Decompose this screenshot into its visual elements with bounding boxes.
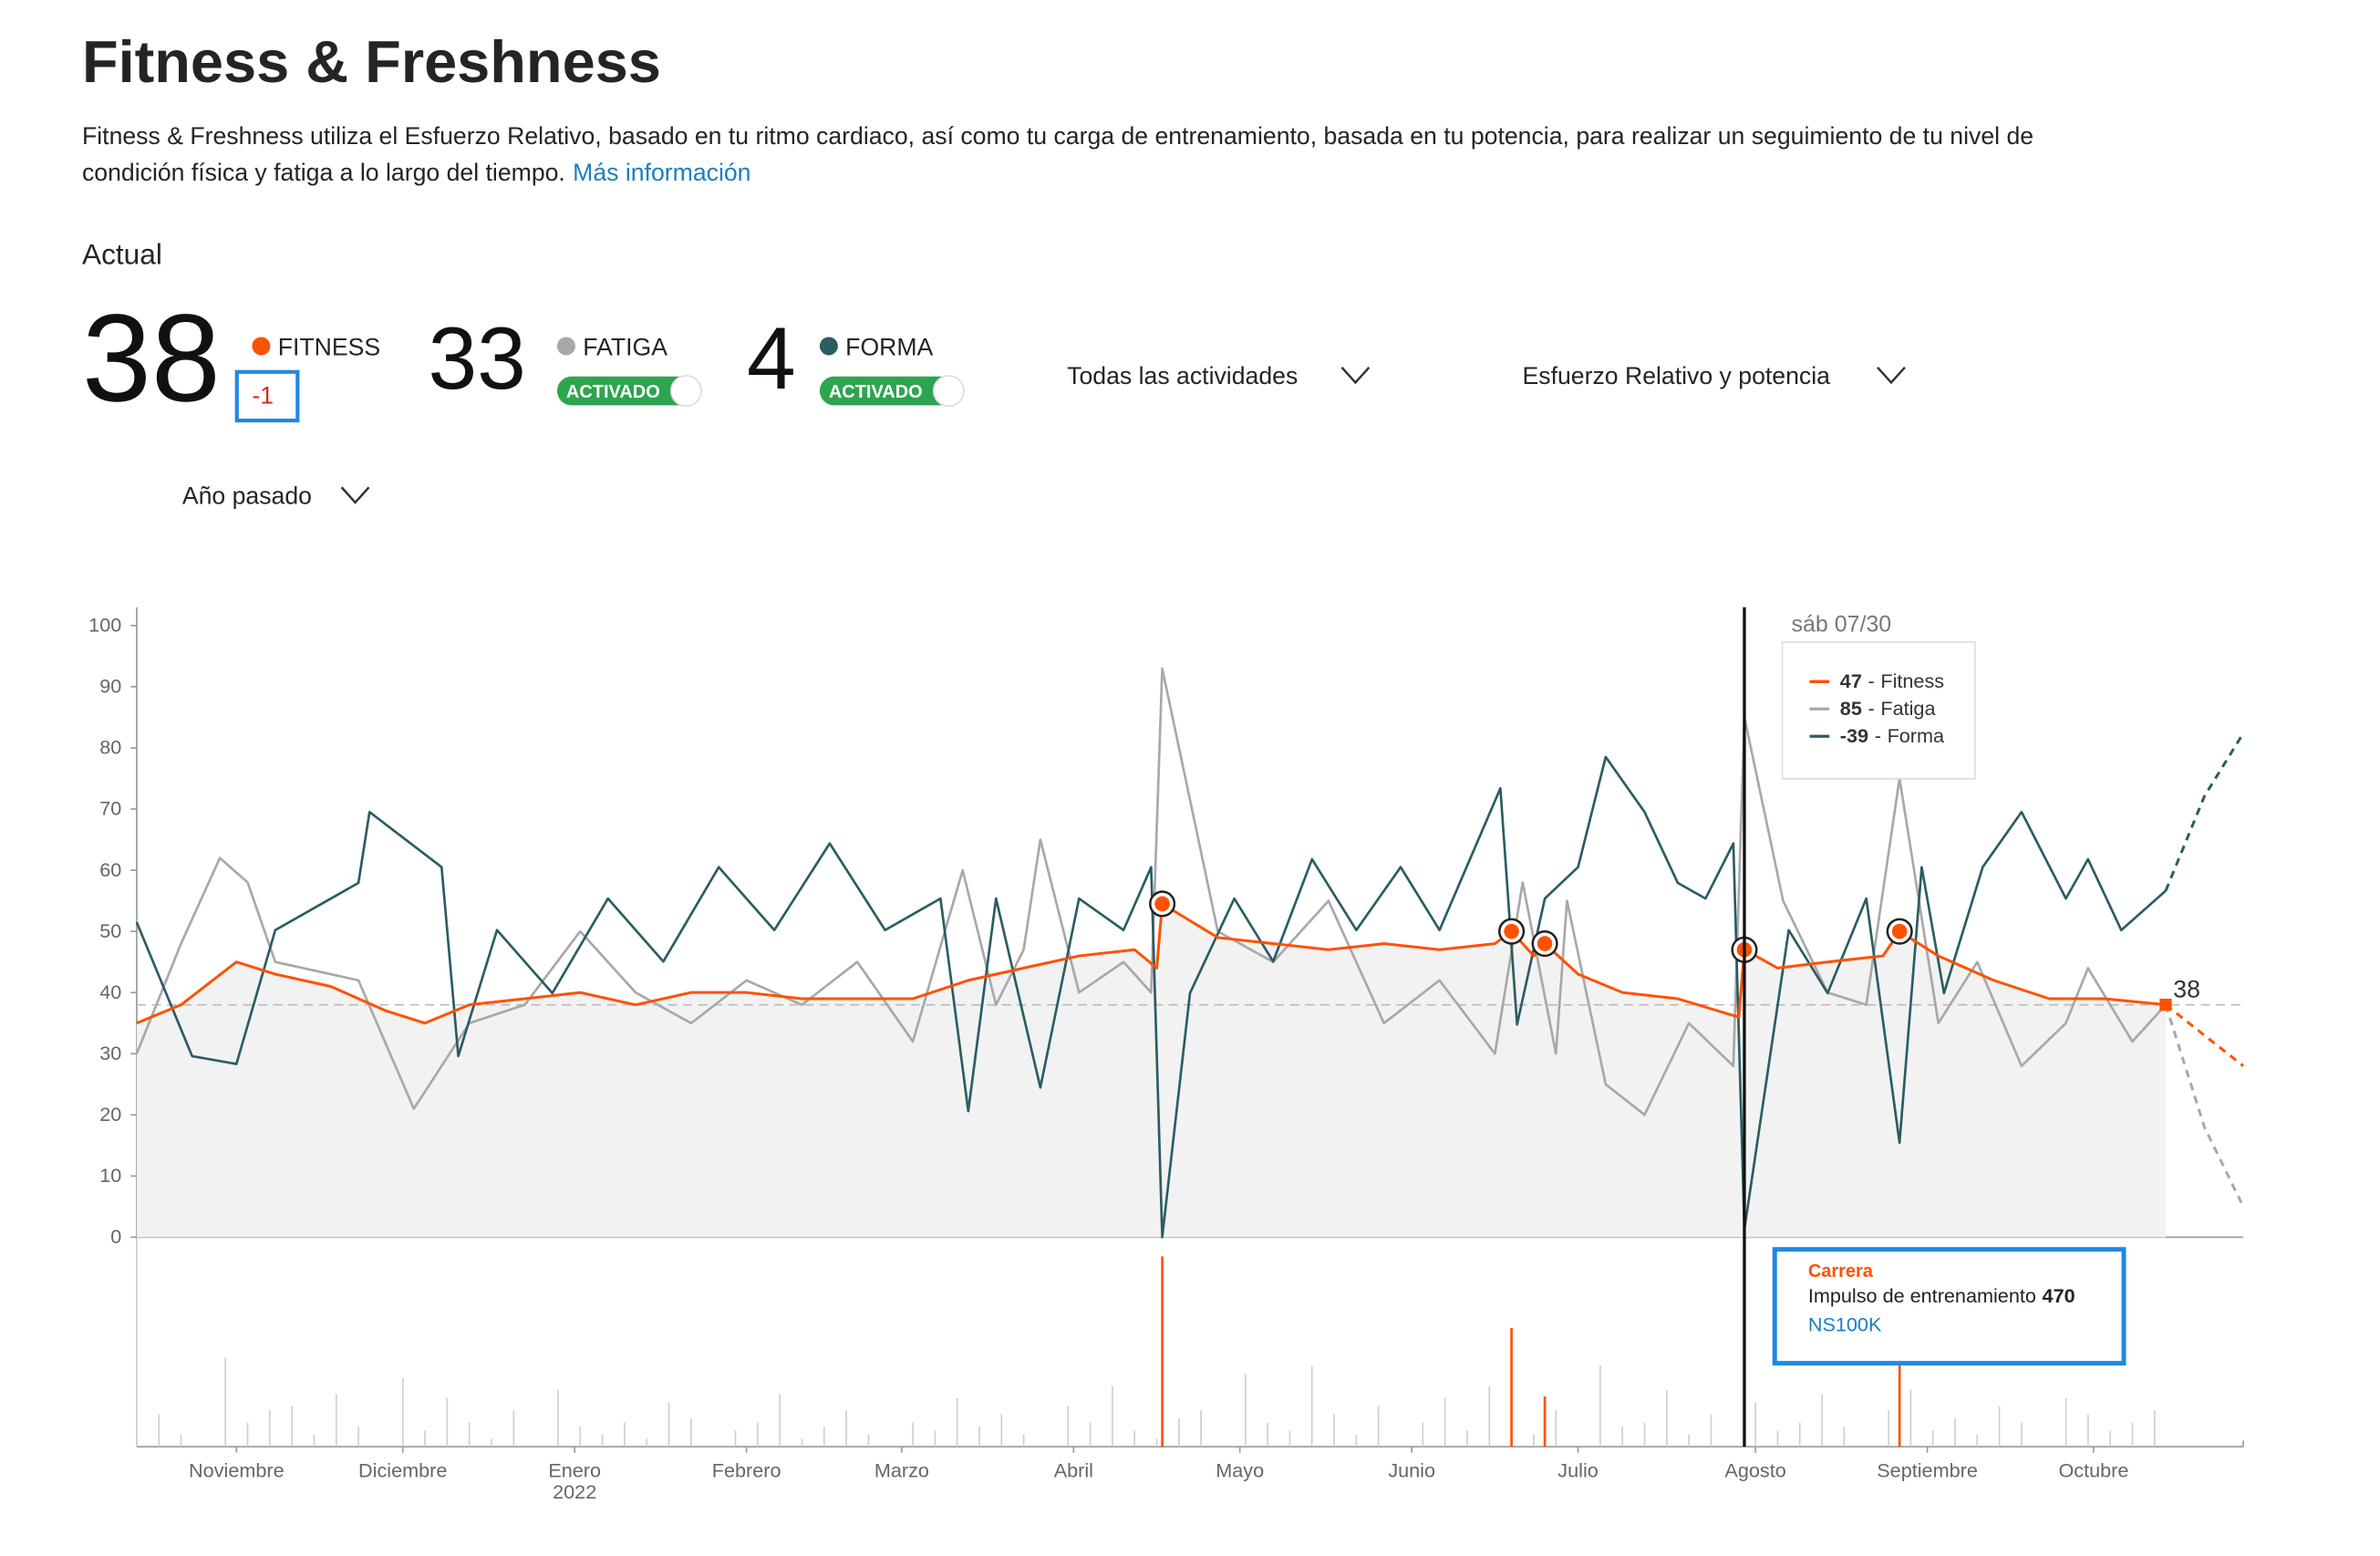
y-tick-label: 100 [88,614,121,637]
fatigue-value: 33 [428,310,525,408]
fitness-chart: 0 10 20 30 40 50 60 70 80 90 100 Noviembre Diciembre… [88,607,2245,1503]
legend-separator: - [1868,669,1875,692]
legend-value: 85 [1840,697,1862,720]
fatigue-label: FATIGA [583,333,667,360]
toggle-label: ACTIVADO [829,382,923,402]
form-toggle[interactable]: ACTIVADO [819,375,965,408]
chevron [1877,366,1906,385]
y-tick-label: 30 [99,1042,121,1064]
legend-value: 47 [1840,669,1862,692]
legend-separator: - [1875,724,1881,747]
form-value: 4 [747,310,796,408]
more-info-link[interactable]: Más información [573,159,750,186]
metric-label: Impulso de entrenamiento [1808,1284,2036,1307]
legend-name: Fitness [1880,669,1944,692]
dropdown-label: Todas las actividades [1067,362,1298,389]
y-tick-label: 60 [99,858,121,881]
activities-dropdown[interactable]: Todas las actividades [1067,362,1371,389]
x-tick-label: Marzo [874,1458,929,1481]
metric-value: 470 [2043,1284,2075,1307]
description: condición física y fatiga a lo largo del… [82,159,750,186]
x-tick-label: Enero [548,1458,601,1481]
legend-entry: 85- Fatiga [1840,697,1937,720]
reference-label: 38 [2173,975,2200,1002]
dropdown-label: Esfuerzo Relativo y potencia [1523,362,1831,389]
y-tick-label: 10 [99,1164,121,1187]
x-tick-label: Junio [1388,1458,1435,1481]
x-tick-label: Abril [1054,1458,1093,1481]
series-line [135,755,2167,1239]
current-marker [2159,998,2172,1011]
legend-entry: -39- Forma [1840,724,1945,747]
highlight-box [234,369,300,423]
activity-marker-dot [1504,923,1519,939]
activity-marker-dot [1154,896,1170,912]
x-tick-label: Agosto [1724,1458,1785,1481]
page-title: Fitness & Freshness [82,28,661,95]
dropdown-label: Año pasado [182,482,312,510]
series-line [136,902,2167,1025]
fitness-label: FITNESS [278,333,380,360]
area-fill [136,903,2167,1238]
y-tick-label: 40 [99,980,121,1003]
x-tick-label: Noviembre [189,1458,285,1481]
tooltip-date: sáb 07/30 [1792,611,1892,637]
y-tick-label: 70 [99,797,121,820]
toggle-label: ACTIVADO [566,382,660,402]
projection-line [2165,1003,2245,1067]
legend-value: -39 [1840,724,1868,747]
toggle-knob [669,375,702,408]
toggle-track [819,376,965,406]
activity-name[interactable]: NS100K [1808,1313,1882,1336]
projection-line [2164,732,2245,892]
y-tick-label: 50 [99,919,121,942]
y-tick-label: 90 [99,675,121,698]
fatigue-dot [556,337,575,356]
fatigue-toggle[interactable]: ACTIVADO [556,375,702,408]
x-tick-label: Julio [1557,1458,1598,1481]
y-tick-label: 0 [110,1225,121,1248]
description: Fitness & Freshness utiliza el Esfuerzo … [82,122,2033,150]
y-tick-label: 80 [99,736,121,759]
activity-metric: Impulso de entrenamiento 470 [1808,1284,2075,1307]
projection-line [2164,1004,2245,1208]
form-label: FORMA [845,333,933,360]
current-label: Actual [82,238,162,271]
toggle-track [556,376,702,406]
x-tick-label: Octubre [2058,1458,2128,1481]
fitness-value: 38 [82,287,221,427]
x-tick-label: Mayo [1216,1458,1264,1481]
chevron [340,486,370,504]
activity-tooltip [1772,1247,2126,1366]
activity-type: Carrera [1808,1261,1874,1281]
activity-marker-dot [1891,923,1908,939]
x-tick-sublabel: 2022 [553,1480,596,1503]
chevron [1340,366,1371,385]
x-tick-label: Febrero [712,1458,781,1481]
legend-name: Forma [1888,724,1945,747]
activity-marker-dot [1537,936,1553,951]
x-tick-label: Diciembre [358,1458,447,1481]
toggle-knob [932,375,965,408]
y-tick-label: 20 [99,1103,121,1126]
x-tick-label: Septiembre [1877,1458,1978,1481]
metric-dropdown[interactable]: Esfuerzo Relativo y potencia [1523,362,1906,389]
legend-entry: 47- Fitness [1840,669,1944,692]
description-line: condición física y fatiga a lo largo del… [82,159,565,186]
period-dropdown[interactable]: Año pasado [182,482,370,510]
legend-name: Fatiga [1880,697,1936,720]
fitness-dot [252,337,271,356]
form-dot [819,337,838,356]
legend-separator: - [1868,697,1875,720]
fitness-delta: -1 [252,382,274,410]
